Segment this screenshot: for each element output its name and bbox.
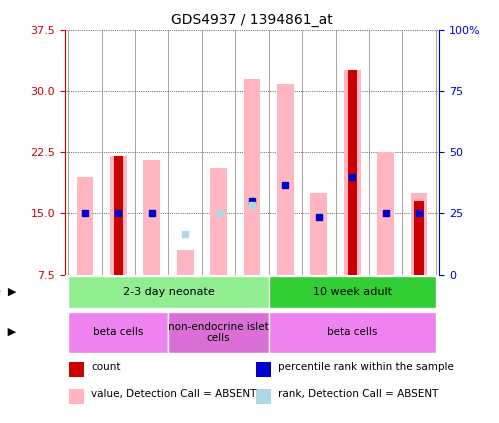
Text: beta cells: beta cells bbox=[327, 327, 377, 337]
Text: percentile rank within the sample: percentile rank within the sample bbox=[278, 362, 454, 372]
FancyBboxPatch shape bbox=[169, 312, 268, 353]
Text: 10 week adult: 10 week adult bbox=[313, 287, 392, 297]
Text: rank, Detection Call = ABSENT: rank, Detection Call = ABSENT bbox=[278, 389, 439, 399]
Bar bbox=[344, 71, 361, 275]
Bar bbox=[255, 389, 270, 404]
Bar bbox=[143, 160, 160, 275]
Text: count: count bbox=[91, 362, 121, 372]
Title: GDS4937 / 1394861_at: GDS4937 / 1394861_at bbox=[171, 13, 333, 27]
Text: beta cells: beta cells bbox=[93, 327, 144, 337]
Text: 2-3 day neonate: 2-3 day neonate bbox=[123, 287, 215, 297]
Bar bbox=[177, 250, 194, 275]
Text: age  ▶: age ▶ bbox=[0, 287, 16, 297]
Bar bbox=[114, 156, 123, 275]
Bar bbox=[411, 193, 428, 275]
Bar bbox=[310, 193, 327, 275]
FancyBboxPatch shape bbox=[268, 312, 436, 353]
Text: value, Detection Call = ABSENT: value, Detection Call = ABSENT bbox=[91, 389, 256, 399]
Text: cell type  ▶: cell type ▶ bbox=[0, 327, 16, 337]
Bar bbox=[415, 201, 424, 275]
Text: non-endocrine islet
cells: non-endocrine islet cells bbox=[168, 321, 269, 343]
FancyBboxPatch shape bbox=[268, 276, 436, 308]
Bar bbox=[76, 176, 93, 275]
Bar bbox=[69, 389, 84, 404]
Bar bbox=[377, 152, 394, 275]
Bar bbox=[244, 79, 260, 275]
Bar bbox=[210, 168, 227, 275]
Bar bbox=[348, 71, 357, 275]
Bar bbox=[69, 362, 84, 377]
Bar bbox=[277, 84, 294, 275]
Bar bbox=[255, 362, 270, 377]
FancyBboxPatch shape bbox=[68, 276, 268, 308]
Bar bbox=[110, 156, 127, 275]
FancyBboxPatch shape bbox=[68, 312, 169, 353]
